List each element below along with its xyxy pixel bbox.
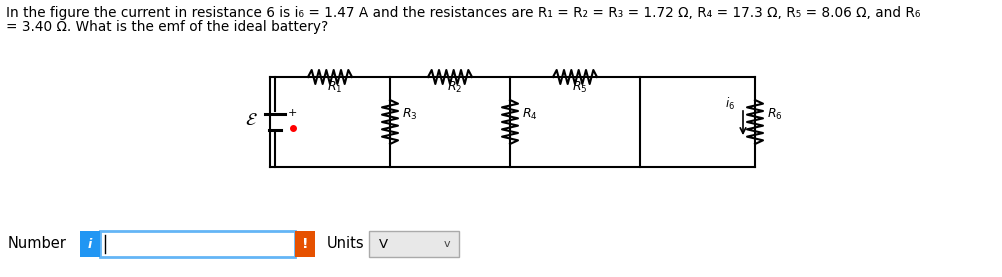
Text: $R_3$: $R_3$	[402, 106, 418, 122]
FancyBboxPatch shape	[80, 231, 100, 257]
Text: +: +	[288, 108, 298, 118]
Text: Number: Number	[8, 237, 67, 252]
Text: v: v	[444, 239, 450, 249]
Text: In the figure the current in resistance 6 is i₆ = 1.47 A and the resistances are: In the figure the current in resistance …	[6, 6, 921, 20]
Text: $R_1$: $R_1$	[328, 80, 343, 95]
Text: i: i	[88, 237, 92, 250]
FancyBboxPatch shape	[295, 231, 315, 257]
Text: $R_5$: $R_5$	[572, 80, 588, 95]
Text: $R_6$: $R_6$	[767, 106, 783, 122]
Text: !: !	[302, 237, 309, 251]
Text: Units: Units	[327, 237, 365, 252]
Text: $R_4$: $R_4$	[522, 106, 538, 122]
FancyBboxPatch shape	[369, 231, 459, 257]
Text: = 3.40 Ω. What is the emf of the ideal battery?: = 3.40 Ω. What is the emf of the ideal b…	[6, 20, 329, 34]
Text: $i_6$: $i_6$	[725, 96, 735, 112]
FancyBboxPatch shape	[100, 231, 295, 257]
Text: $\mathcal{E}$: $\mathcal{E}$	[245, 111, 258, 129]
Text: $R_2$: $R_2$	[447, 80, 463, 95]
Text: V: V	[379, 237, 388, 250]
